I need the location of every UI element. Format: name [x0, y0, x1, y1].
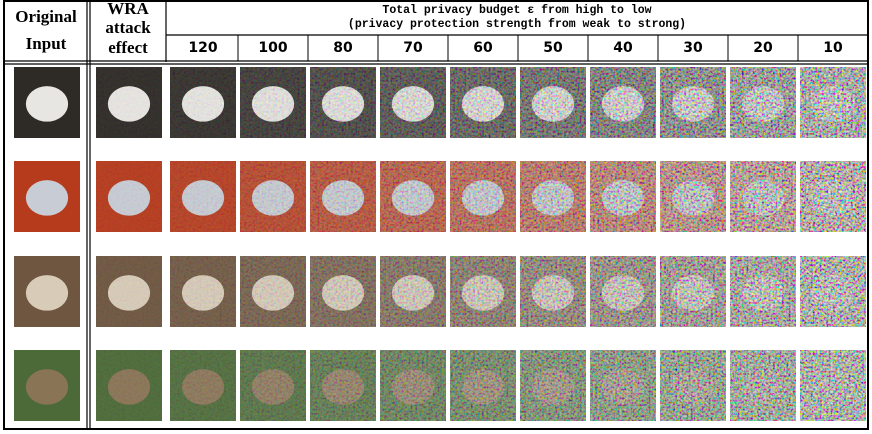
image-noise: [800, 161, 866, 232]
image-noise: [660, 350, 726, 421]
image-noise: [450, 161, 516, 232]
epsilon-label: 20: [753, 40, 773, 56]
epsilon-label: 120: [188, 40, 217, 56]
image-noise: [240, 256, 306, 327]
image-noise: [170, 256, 236, 327]
image-noise: [730, 67, 796, 138]
image-noise: [590, 67, 656, 138]
group-header: (privacy protection strength from weak t…: [348, 18, 686, 31]
image-noise: [730, 350, 796, 421]
column-header: WRA: [107, 0, 149, 18]
image-noise: [450, 67, 516, 138]
image-noise: [800, 350, 866, 421]
image-noise: [380, 350, 446, 421]
image-noise: [240, 161, 306, 232]
image-noise: [170, 161, 236, 232]
image-noise: [380, 256, 446, 327]
image-noise: [520, 67, 586, 138]
image-noise: [730, 161, 796, 232]
image-noise: [590, 350, 656, 421]
epsilon-label: 80: [333, 40, 353, 56]
image-noise: [240, 67, 306, 138]
image-subject: [25, 180, 69, 216]
column-header: Input: [26, 34, 67, 53]
image-noise: [660, 256, 726, 327]
image-noise: [660, 161, 726, 232]
image-noise: [96, 161, 162, 232]
image-noise: [310, 67, 376, 138]
column-header: Original: [15, 7, 77, 26]
image-noise: [660, 67, 726, 138]
image-noise: [240, 350, 306, 421]
image-noise: [96, 67, 162, 138]
image-noise: [800, 256, 866, 327]
image-noise: [380, 67, 446, 138]
image-noise: [450, 350, 516, 421]
epsilon-label: 100: [258, 40, 287, 56]
column-header: effect: [108, 38, 148, 57]
table-border: [3, 0, 869, 430]
image-noise: [170, 350, 236, 421]
image-noise: [96, 350, 162, 421]
image-noise: [170, 67, 236, 138]
image-noise: [380, 161, 446, 232]
epsilon-label: 60: [473, 40, 493, 56]
image-noise: [520, 161, 586, 232]
image-noise: [450, 256, 516, 327]
image-subject: [25, 275, 69, 311]
epsilon-label: 40: [613, 40, 633, 56]
image-noise: [520, 350, 586, 421]
image-subject: [25, 369, 69, 405]
epsilon-label: 50: [543, 40, 563, 56]
epsilon-label: 10: [823, 40, 843, 56]
image-subject: [25, 86, 69, 122]
image-noise: [590, 256, 656, 327]
image-noise: [730, 256, 796, 327]
group-header: Total privacy budget ε from high to low: [382, 4, 651, 17]
image-grid: [14, 67, 866, 421]
image-noise: [310, 161, 376, 232]
column-header: attack: [105, 18, 151, 37]
image-noise: [520, 256, 586, 327]
image-noise: [310, 350, 376, 421]
epsilon-label: 70: [403, 40, 423, 56]
image-noise: [590, 161, 656, 232]
image-noise: [96, 256, 162, 327]
image-noise: [800, 67, 866, 138]
image-noise: [310, 256, 376, 327]
epsilon-label: 30: [683, 40, 703, 56]
